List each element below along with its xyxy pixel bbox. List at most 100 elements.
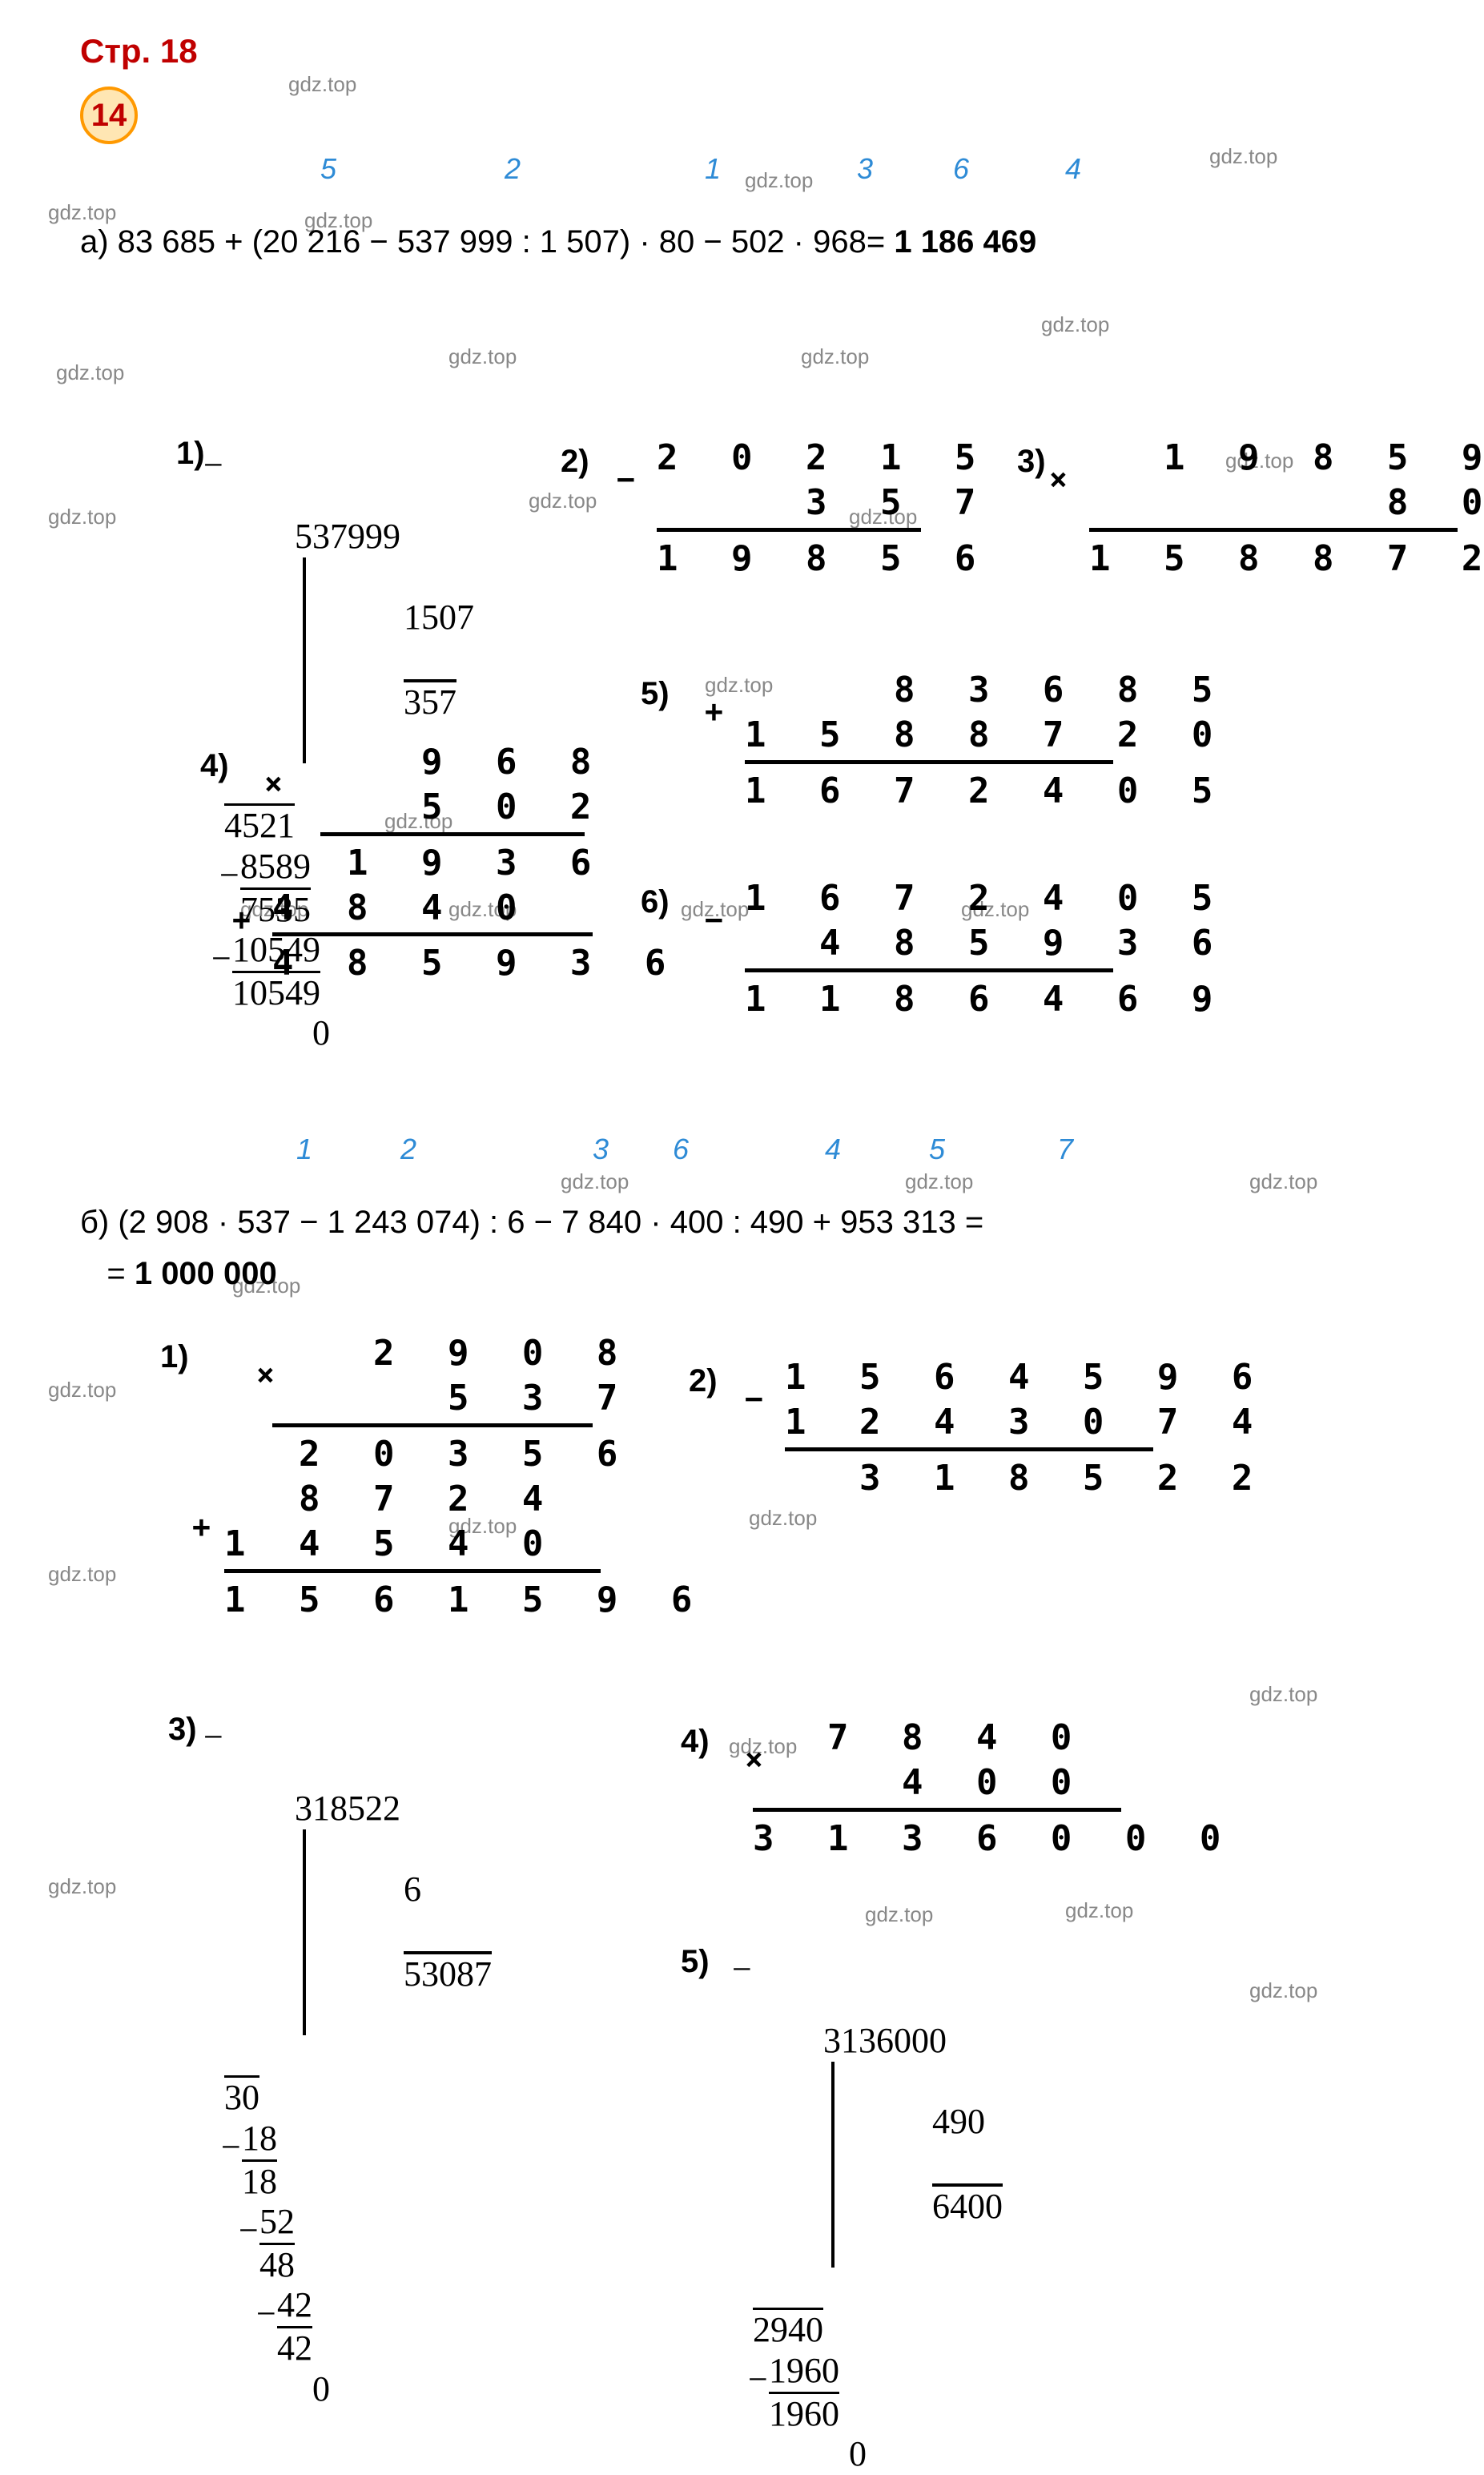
minus-sign: − (732, 1950, 752, 1990)
expression-a: а) 83 685 + (20 216 − 537 999 : 1 507) ·… (80, 216, 1404, 268)
calc-b5-longdiv: − 3136000 490 6400 294019601960−0 (753, 1940, 1003, 2475)
b4-r: 3 1 3 6 0 0 0 (753, 1817, 1237, 1861)
section-b: 1 2 3 6 4 5 7 б) (2 908 · 537 − 1 243 074) : 6… (80, 1133, 1404, 2212)
expression-a-text: а) 83 685 + (20 216 − 537 999 : 1 507) ·… (80, 224, 894, 260)
b1-a: 2 9 0 8 (224, 1331, 708, 1376)
b1-p2: 8 7 2 4 (224, 1477, 708, 1522)
order-step: 6 (673, 1133, 689, 1166)
a1-dividend: 537999 (295, 517, 400, 556)
longdiv-row: 42− (224, 2326, 492, 2369)
page-title: Стр. 18 (80, 32, 1404, 70)
expression-a-result: 1 186 469 (894, 224, 1036, 260)
calc-b4: × 7 8 4 0 4 0 0 3 1 3 6 0 0 0 (753, 1716, 1237, 1861)
calc-a5: + 8 3 6 8 5 1 5 8 8 7 2 0 1 6 7 2 4 0 5 (745, 668, 1229, 814)
minus-sign: − (203, 1717, 223, 1758)
a6-r: 1 1 8 6 4 6 9 (745, 977, 1229, 1022)
longdiv-row: 1960− (753, 2392, 1003, 2435)
a6-a: 1 6 7 2 4 0 5 (745, 876, 1229, 921)
b5-quotient: 6400 (932, 2183, 1003, 2228)
step-order-a: 521364 (80, 152, 1404, 200)
b2-r: 3 1 8 5 2 2 (785, 1456, 1269, 1501)
mult-icon: × (256, 1355, 291, 1394)
b3-divisor: 6 (404, 1869, 421, 1909)
plus-icon: + (192, 1507, 227, 1547)
a3-r: 1 5 8 8 7 2 0 (1089, 537, 1484, 582)
order-step: 5 (929, 1133, 945, 1166)
mult-icon: × (264, 764, 299, 803)
longdiv-row: 2940 (753, 2308, 1003, 2351)
a3-a: 1 9 8 5 9 (1089, 436, 1484, 481)
b1-p3: 1 4 5 4 0 (224, 1522, 708, 1567)
longdiv-row: 0 (224, 2369, 492, 2410)
label-b3: 3) (168, 1712, 197, 1748)
a6-b: 4 8 5 9 3 6 (745, 921, 1229, 966)
longdiv-row: 52 (224, 2202, 492, 2243)
b5-divisor: 490 (932, 2102, 985, 2141)
a5-b: 1 5 8 8 7 2 0 (745, 713, 1229, 758)
a1-quotient: 357 (404, 679, 456, 723)
b4-b: 4 0 0 (753, 1761, 1237, 1805)
b1-p1: 2 0 3 5 6 (224, 1432, 708, 1477)
a4-r: 4 8 5 9 3 6 (272, 941, 682, 986)
a3-b: 8 0 (1089, 481, 1484, 525)
minus-icon: − (617, 460, 651, 499)
b2-b: 1 2 4 3 0 7 4 (785, 1400, 1269, 1445)
a5-r: 1 6 7 2 4 0 5 (745, 769, 1229, 814)
minus-sign: − (203, 445, 223, 486)
b2-a: 1 5 6 4 5 9 6 (785, 1355, 1269, 1400)
label-b1: 1) (160, 1339, 189, 1375)
a2-a: 2 0 2 1 5 (657, 436, 991, 481)
a4-p1: 1 9 3 6 (272, 841, 682, 886)
longdiv-row: 0 (753, 2434, 1003, 2475)
b3-dividend: 318522 (295, 1789, 400, 1828)
watermark: gdz.top (288, 72, 356, 97)
longdiv-row: 0 (224, 1013, 474, 1054)
order-step: 7 (1057, 1133, 1073, 1166)
longdiv-row: 48− (224, 2243, 492, 2286)
label-a1: 1) (176, 436, 205, 472)
a5-a: 8 3 6 8 5 (745, 668, 1229, 713)
calc-b3-longdiv: − 318522 6 53087 301818−5248−4242−0 (224, 1708, 492, 2409)
a1-divisor: 1507 (404, 598, 474, 637)
b1-b: 5 3 7 (224, 1376, 708, 1421)
expression-b: б) (2 908 · 537 − 1 243 074) : 6 − 7 840… (80, 1197, 1404, 1299)
problem-badge: 14 (80, 87, 138, 144)
calc-a2: − 2 0 2 1 5 3 5 7 1 9 8 5 6 (657, 436, 991, 582)
order-step: 6 (953, 152, 969, 186)
b4-a: 7 8 4 0 (753, 1716, 1237, 1761)
plus-icon: + (705, 692, 739, 731)
a4-b: 5 0 2 (272, 785, 682, 830)
b5-dividend: 3136000 (823, 2021, 947, 2060)
order-step: 5 (320, 152, 336, 186)
step-order-b: 1 2 3 6 4 5 7 (80, 1133, 1404, 1181)
mult-icon: × (745, 1740, 779, 1779)
order-step: 2 (400, 1133, 416, 1166)
calc-a4: × 9 6 8 5 0 2 + 1 9 3 6 4 8 4 0 4 8 5 9 … (272, 740, 682, 987)
a4-a: 9 6 8 (272, 740, 682, 785)
longdiv-row: 30 (224, 2075, 492, 2119)
order-step: 4 (825, 1133, 841, 1166)
a4-p2: 4 8 4 0 (272, 886, 682, 931)
calculations-b: 1) × 2 9 0 8 5 3 7 + 2 0 3 5 6 8 7 2 4 1… (80, 1331, 1404, 2212)
calculations-a: 1) − 537999 1507 357 452185897535−105491… (80, 300, 1404, 1085)
order-step: 3 (857, 152, 873, 186)
label-b4: 4) (681, 1724, 710, 1760)
minus-icon: − (705, 900, 739, 940)
longdiv-row: 1960 (753, 2351, 1003, 2392)
label-a3: 3) (1017, 444, 1046, 480)
expression-b-result: 1 000 000 (135, 1256, 277, 1291)
order-step: 3 (593, 1133, 609, 1166)
expression-b-line1: б) (2 908 · 537 − 1 243 074) : 6 − 7 840… (80, 1205, 983, 1240)
b1-r: 1 5 6 1 5 9 6 (224, 1578, 708, 1623)
order-step: 1 (296, 1133, 312, 1166)
minus-icon: − (745, 1379, 779, 1419)
label-b2: 2) (689, 1363, 718, 1399)
mult-icon: × (1049, 460, 1084, 499)
order-step: 4 (1065, 152, 1081, 186)
expression-b-line2: = (107, 1256, 134, 1291)
order-step: 1 (705, 152, 721, 186)
calc-b2: − 1 5 6 4 5 9 6 1 2 4 3 0 7 4 3 1 8 5 2 … (785, 1355, 1269, 1501)
a2-r: 1 9 8 5 6 (657, 537, 991, 582)
longdiv-row: 18 (224, 2119, 492, 2159)
label-b5: 5) (681, 1944, 710, 1980)
